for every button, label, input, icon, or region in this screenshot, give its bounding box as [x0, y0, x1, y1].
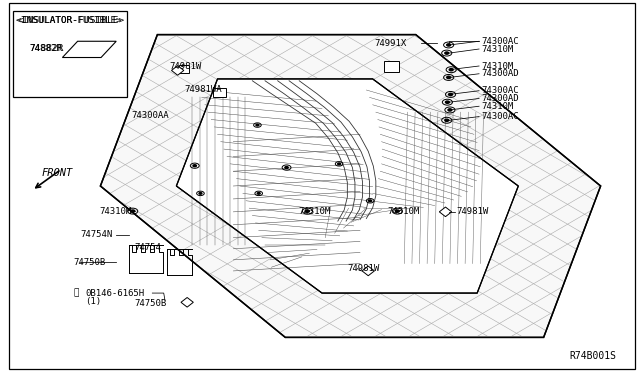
Circle shape	[445, 101, 449, 103]
Polygon shape	[100, 35, 600, 337]
Polygon shape	[213, 88, 226, 97]
Text: 74310M: 74310M	[481, 102, 514, 111]
Text: 74981W: 74981W	[170, 62, 202, 71]
Circle shape	[445, 119, 449, 121]
Text: 74750B: 74750B	[134, 299, 167, 308]
Circle shape	[257, 193, 260, 194]
Circle shape	[193, 165, 196, 167]
Text: FRONT: FRONT	[42, 168, 73, 178]
Text: 74300AC: 74300AC	[481, 112, 519, 121]
Polygon shape	[179, 65, 189, 73]
Text: 74310M: 74310M	[481, 45, 514, 54]
Circle shape	[445, 52, 449, 54]
Polygon shape	[362, 266, 374, 276]
Circle shape	[305, 210, 309, 212]
Text: 74981W: 74981W	[348, 264, 380, 273]
Circle shape	[449, 93, 452, 96]
Text: Ⓑ: Ⓑ	[74, 289, 79, 298]
Text: 74754: 74754	[134, 243, 161, 252]
Text: 74981W: 74981W	[456, 207, 488, 217]
Text: 74310M: 74310M	[99, 206, 131, 216]
Circle shape	[369, 200, 372, 202]
Text: 74300AC: 74300AC	[481, 86, 519, 95]
Text: 74300AC: 74300AC	[481, 37, 519, 46]
Polygon shape	[177, 79, 518, 293]
Text: 74310M: 74310M	[299, 207, 331, 217]
Circle shape	[256, 124, 259, 126]
Polygon shape	[172, 65, 184, 75]
Text: <INSULATOR-FUSIBLE>: <INSULATOR-FUSIBLE>	[15, 16, 125, 25]
Text: 74310M: 74310M	[481, 61, 514, 71]
Circle shape	[448, 109, 452, 111]
Text: 74300AD: 74300AD	[481, 94, 519, 103]
Text: <INSULATOR-FUSIBLE>: <INSULATOR-FUSIBLE>	[18, 16, 122, 25]
Polygon shape	[63, 41, 116, 58]
Text: 74754N: 74754N	[80, 230, 113, 239]
Circle shape	[396, 210, 399, 212]
Circle shape	[449, 68, 453, 71]
Text: 74882R: 74882R	[29, 44, 64, 53]
Circle shape	[131, 210, 134, 212]
Text: 74310M: 74310M	[387, 207, 419, 217]
Text: 74750B: 74750B	[74, 258, 106, 267]
Text: 74991X: 74991X	[374, 39, 407, 48]
Polygon shape	[384, 61, 399, 71]
Circle shape	[199, 193, 202, 194]
Circle shape	[447, 44, 451, 46]
Text: 74300AA: 74300AA	[131, 111, 168, 121]
Circle shape	[338, 163, 340, 165]
Text: R74B001S: R74B001S	[570, 351, 616, 361]
Circle shape	[447, 76, 451, 78]
Polygon shape	[181, 298, 193, 307]
Text: 74882R: 74882R	[29, 44, 63, 53]
Circle shape	[285, 167, 288, 169]
Polygon shape	[13, 11, 127, 97]
Text: (1): (1)	[85, 297, 101, 306]
Polygon shape	[439, 207, 452, 217]
Text: 74300AD: 74300AD	[481, 69, 519, 78]
Text: 74981WA: 74981WA	[185, 85, 223, 94]
Text: 0B146-6165H: 0B146-6165H	[85, 289, 145, 298]
